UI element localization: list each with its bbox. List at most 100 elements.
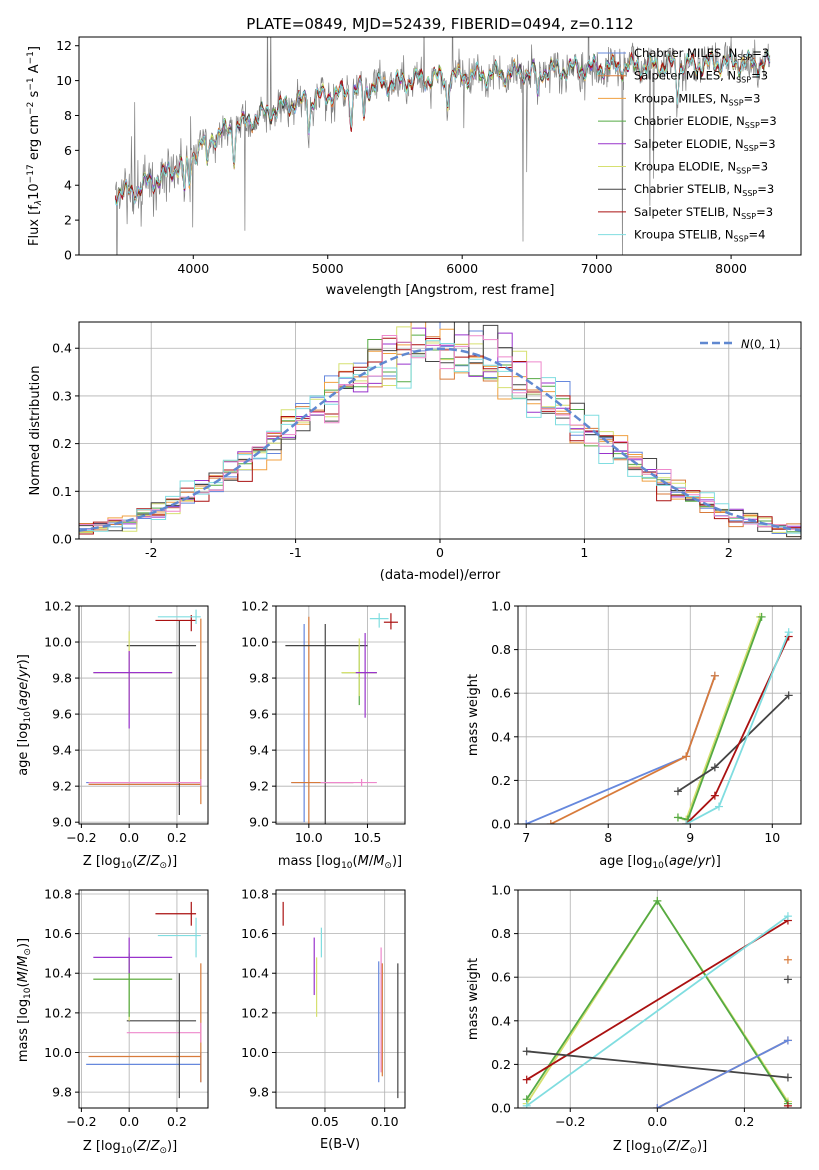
mass-vs-ebv-ytick-label: 9.8 xyxy=(249,1085,269,1100)
age-vs-mass-errorbar-point xyxy=(285,624,368,824)
age-vs-mass-errorbar-point xyxy=(320,778,377,787)
age-vs-Z-frame xyxy=(78,605,209,825)
weight-vs-Z-plot-area xyxy=(522,896,792,1108)
weight-vs-Z-series xyxy=(653,1036,792,1108)
mass-vs-ebv-ytick-label: 10.2 xyxy=(241,1005,269,1020)
age-vs-mass-xtick-label: 10.5 xyxy=(354,830,382,845)
weight-vs-age-xtick-label: 10 xyxy=(764,830,780,845)
age-vs-mass-xlabel: mass [log10(M/M⊙)] xyxy=(278,854,402,871)
residuals-ytick-label: 0.4 xyxy=(52,341,72,356)
mass-vs-Z-plot-area xyxy=(86,901,202,1099)
spectrum-frame xyxy=(78,36,802,256)
weight-vs-age-series xyxy=(682,628,793,824)
weight-vs-age-plot-area xyxy=(522,612,793,824)
residuals-legend-label: N(0, 1) xyxy=(741,337,781,351)
residuals-ylabel: Normed distribution xyxy=(28,366,43,496)
mass-vs-Z-ytick-label: 10.2 xyxy=(44,1005,72,1020)
age-vs-Z-ytick-label: 9.0 xyxy=(52,815,72,830)
residuals-ytick-label: 0.2 xyxy=(52,436,72,451)
age-vs-Z-errorbar-point xyxy=(157,609,201,625)
mass-vs-Z-ytick-label: 9.8 xyxy=(52,1085,72,1100)
weight-vs-Z-point xyxy=(783,1101,792,1108)
age-vs-Z-xlabel: Z [log10(Z/Z⊙)] xyxy=(83,854,177,871)
age-vs-Z-ylabel: age [log10(age/yr)] xyxy=(16,654,33,776)
weight-vs-age-ytick-label: 0.4 xyxy=(491,729,511,744)
mass-vs-ebv-ytick-label: 10.8 xyxy=(241,886,269,901)
mass-vs-Z-ytick-label: 10.4 xyxy=(44,966,72,981)
age-vs-Z-ytick-label: 10.2 xyxy=(44,599,72,614)
mass-vs-Z-errorbar-point xyxy=(155,901,197,926)
weight-vs-age-ytick-label: 0.2 xyxy=(491,773,511,788)
spectrum-xtick-label: 7000 xyxy=(581,261,613,276)
weight-vs-age-ylabel: mass weight xyxy=(466,674,481,756)
spectrum-legend-label: Salpeter ELODIE, NSSP=3 xyxy=(634,137,776,153)
residuals-plot-area xyxy=(79,322,801,538)
age-vs-mass-errorbar-point xyxy=(369,613,389,628)
spectrum-legend-label: Kroupa MILES, NSSP=3 xyxy=(634,91,760,107)
age-vs-metallicity-panel: −0.2 0.0 0.2 9.0 9.2 9.4 9.6 9.8 10.0 10.2 Z [log1… xyxy=(16,599,209,871)
age-vs-mass-ytick-label: 10.0 xyxy=(241,635,269,650)
weight-vs-age-ytick-label: 0.8 xyxy=(491,642,511,657)
mass-vs-Z-frame xyxy=(78,889,209,1109)
mass-vs-ebv-ytick-label: 10.4 xyxy=(241,966,269,981)
weight-vs-age-series xyxy=(673,612,766,824)
mass-vs-ebv-frame xyxy=(275,889,406,1109)
age-vs-mass-errorbar-point xyxy=(383,613,398,630)
age-vs-Z-ytick-label: 9.6 xyxy=(52,707,72,722)
weight-vs-age-frame xyxy=(517,605,802,825)
weight-vs-Z-ytick-label: 0.4 xyxy=(491,1013,511,1028)
residuals-xtick-label: -1 xyxy=(289,545,301,560)
weight-vs-age-xtick-label: 9 xyxy=(686,830,694,845)
weight-vs-age-ytick-label: 1.0 xyxy=(491,599,511,614)
age-vs-mass-frame xyxy=(275,605,406,825)
spectrum-legend-label: Salpeter MILES, NSSP=3 xyxy=(634,69,768,85)
spectrum-ylabel: Flux [fλ10−17 erg cm−2 s−1 A−1] xyxy=(26,46,44,246)
mass-vs-Z-errorbar-point xyxy=(93,953,173,1017)
weight-vs-Z-series xyxy=(522,1047,792,1082)
age-vs-Z-plot-area xyxy=(86,609,202,815)
age-vs-Z-ytick-label: 9.2 xyxy=(52,779,72,794)
age-vs-mass-panel: 10.0 10.5 9.0 9.2 9.4 9.6 9.8 10.0 10.2 mass [log… xyxy=(241,599,406,871)
spectrum-ytick-label: 6 xyxy=(64,143,72,158)
spectrum-xlabel: wavelength [Angstrom, rest frame] xyxy=(326,283,555,298)
residuals-ytick-label: 0.3 xyxy=(52,388,72,403)
residuals-xtick-label: 2 xyxy=(725,545,733,560)
spectrum-ytick-label: 12 xyxy=(56,38,72,53)
spectrum-legend-label: Chabrier MILES, NSSP=3 xyxy=(634,46,769,62)
mass-vs-Z-errorbar-point xyxy=(126,1022,202,1043)
age-vs-Z-errorbar-point xyxy=(93,651,173,729)
spectrum-ytick-label: 8 xyxy=(64,108,72,123)
weight-vs-Z-ytick-label: 0.0 xyxy=(491,1101,511,1116)
age-vs-Z-errorbar-point xyxy=(88,778,202,787)
spectrum-legend-label: Chabrier ELODIE, NSSP=3 xyxy=(634,114,777,130)
spectrum-legend: Chabrier MILES, NSSP=3 Salpeter MILES, NS… xyxy=(598,46,777,244)
weight-vs-age-xtick-label: 7 xyxy=(522,830,530,845)
spectrum-model-line xyxy=(114,49,771,206)
age-vs-Z-errorbar-point xyxy=(88,618,202,805)
age-vs-mass-ytick-label: 9.0 xyxy=(249,815,269,830)
spectrum-legend-label: Kroupa STELIB, NSSP=4 xyxy=(634,228,765,244)
weight-vs-age-xtick-label: 8 xyxy=(604,830,612,845)
mass-vs-extinction-panel: 0.05 0.10 9.8 10.0 10.2 10.4 10.6 10.8 E(B-V) xyxy=(241,886,406,1152)
residuals-xtick-label: 1 xyxy=(580,545,588,560)
spectrum-xtick-label: 5000 xyxy=(312,261,344,276)
age-vs-Z-errorbar-point xyxy=(155,615,197,632)
mass-vs-Z-xtick-label: 0.0 xyxy=(119,1114,139,1129)
weight-vs-Z-xlabel: Z [log10(Z/Z⊙)] xyxy=(613,1139,707,1156)
residuals-xlabel: (data-model)/error xyxy=(380,568,501,583)
residuals-ytick-label: 0.0 xyxy=(52,532,72,547)
weight-vs-Z-point xyxy=(783,955,792,964)
residuals-xtick-label: -2 xyxy=(145,545,157,560)
weight-vs-Z-ytick-label: 0.2 xyxy=(491,1057,511,1072)
residual-histogram xyxy=(79,340,801,534)
age-vs-Z-xtick-label: −0.2 xyxy=(66,830,96,845)
weight-vs-age-panel: 7 8 9 10 0.0 0.2 0.4 0.6 0.8 1.0 age [log10(age/yr… xyxy=(466,599,802,871)
age-vs-Z-ytick-label: 9.4 xyxy=(52,743,72,758)
weight-vs-age-series xyxy=(673,691,793,796)
spectrum-plot-area xyxy=(114,37,771,255)
weight-vs-age-ytick-label: 0.6 xyxy=(491,686,511,701)
weight-vs-Z-ylabel: mass weight xyxy=(466,958,481,1040)
mass-vs-ebv-xlabel: E(B-V) xyxy=(320,1137,360,1152)
mass-vs-metallicity-panel: −0.2 0.0 0.2 9.8 10.0 10.2 10.4 10.6 10.8 Z [log1… xyxy=(16,886,209,1156)
